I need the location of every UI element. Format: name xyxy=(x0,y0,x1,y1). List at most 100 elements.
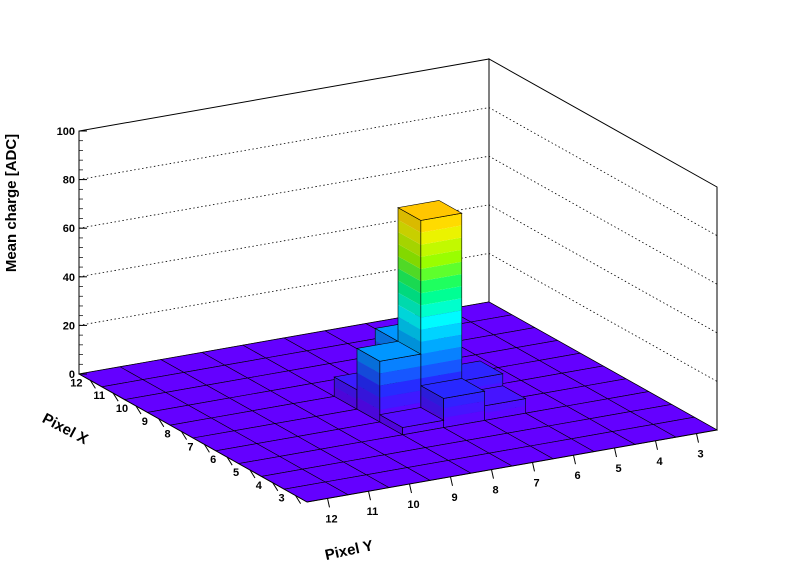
bar-face xyxy=(398,244,421,269)
z-grid-line xyxy=(78,252,718,382)
bar-face xyxy=(420,346,462,367)
bar-face xyxy=(398,231,421,257)
bar-face xyxy=(420,274,462,294)
x-tick-label: 12 xyxy=(70,377,82,389)
bar-face xyxy=(443,410,485,428)
bar-face xyxy=(398,292,421,318)
y-tick xyxy=(614,447,617,458)
x-tick xyxy=(181,431,188,440)
y-tick xyxy=(696,433,699,443)
y-tick xyxy=(368,491,371,501)
bar-face xyxy=(443,391,485,409)
y-tick-label: 9 xyxy=(451,492,457,504)
y-tick-label: 6 xyxy=(574,470,580,482)
bar-face xyxy=(420,395,444,418)
z-tick-label: 0 xyxy=(69,369,75,381)
bar-face xyxy=(398,268,421,294)
y-tick xyxy=(327,498,330,508)
x-tick xyxy=(89,380,96,389)
bar-top xyxy=(397,200,463,221)
bar-face xyxy=(443,401,485,418)
bar-face xyxy=(357,360,380,386)
y-tick xyxy=(450,476,453,486)
bar-face xyxy=(402,420,444,435)
bar-face xyxy=(420,322,462,342)
x-tick xyxy=(112,392,119,402)
x-tick-label: 5 xyxy=(233,467,239,479)
z-tick-label: 80 xyxy=(63,175,75,187)
bar-face xyxy=(420,249,462,269)
y-axis-title: Pixel Y xyxy=(323,537,374,564)
x-tick-label: 8 xyxy=(165,429,171,441)
bar-face xyxy=(357,384,380,410)
bar-face xyxy=(420,261,462,282)
bar-face xyxy=(484,398,526,414)
bar-face xyxy=(379,390,421,410)
z-tick-label: 40 xyxy=(63,272,75,284)
y-tick xyxy=(655,440,658,450)
bar-face xyxy=(398,256,421,282)
y-tick-label: 5 xyxy=(615,463,621,475)
x-tick-label: 11 xyxy=(93,390,105,402)
x-tick xyxy=(226,456,233,466)
bar-face xyxy=(420,334,462,355)
x-tick-label: 7 xyxy=(187,441,193,453)
x-tick xyxy=(295,495,302,504)
z-grid-line xyxy=(78,107,718,236)
x-tick xyxy=(203,444,210,453)
bar-face xyxy=(379,354,421,374)
y-tick-label: 10 xyxy=(407,499,419,511)
y-tick-label: 4 xyxy=(656,456,663,468)
z-tick-label: 60 xyxy=(63,223,75,235)
y-tick-label: 12 xyxy=(325,513,337,525)
x-tick-label: 4 xyxy=(256,480,263,492)
bar-face xyxy=(420,359,462,379)
x-tick xyxy=(158,418,165,428)
x-tick-label: 10 xyxy=(116,403,128,415)
bar-top xyxy=(378,407,445,428)
x-tick-label: 6 xyxy=(210,454,216,466)
x-axis-line xyxy=(78,373,308,503)
bar-face xyxy=(398,219,421,245)
bar-face xyxy=(420,298,462,318)
bar-face xyxy=(379,414,403,435)
axes xyxy=(78,130,718,508)
bar-face xyxy=(379,366,421,386)
bar-face xyxy=(357,348,380,374)
bar-face xyxy=(334,386,357,410)
bar-face xyxy=(420,310,462,330)
x-axis-title: Pixel X xyxy=(39,410,90,448)
y-tick xyxy=(491,469,494,479)
z-axis-title: Mean charge [ADC] xyxy=(3,134,20,272)
bar-face xyxy=(420,385,444,409)
z-grid-line xyxy=(78,155,718,285)
bar-face xyxy=(334,377,357,400)
bar-top xyxy=(356,340,422,362)
bar-face xyxy=(357,397,380,422)
z-tick-label: 20 xyxy=(63,320,75,332)
bar-face xyxy=(398,329,421,355)
bar-face xyxy=(484,405,526,421)
y-tick-label: 11 xyxy=(367,506,379,518)
bar-face xyxy=(398,280,421,306)
bar-face xyxy=(357,372,380,398)
y-tick xyxy=(532,462,535,472)
x-tick-label: 3 xyxy=(279,493,285,505)
y-axis-line xyxy=(306,429,718,503)
x-tick xyxy=(272,482,279,492)
bar-face xyxy=(398,316,421,342)
z-tick-label: 100 xyxy=(57,126,75,138)
y-tick xyxy=(409,483,412,494)
bar-face xyxy=(420,286,462,306)
bars xyxy=(78,200,718,503)
x-tick xyxy=(135,405,142,415)
x-tick xyxy=(249,469,256,479)
bar-face xyxy=(420,213,462,233)
y-tick xyxy=(573,455,576,465)
bar-face xyxy=(379,378,421,398)
bar-face xyxy=(398,207,421,233)
y-tick-label: 7 xyxy=(533,477,539,489)
x-tick-label: 9 xyxy=(142,416,148,428)
bar xyxy=(378,407,445,436)
